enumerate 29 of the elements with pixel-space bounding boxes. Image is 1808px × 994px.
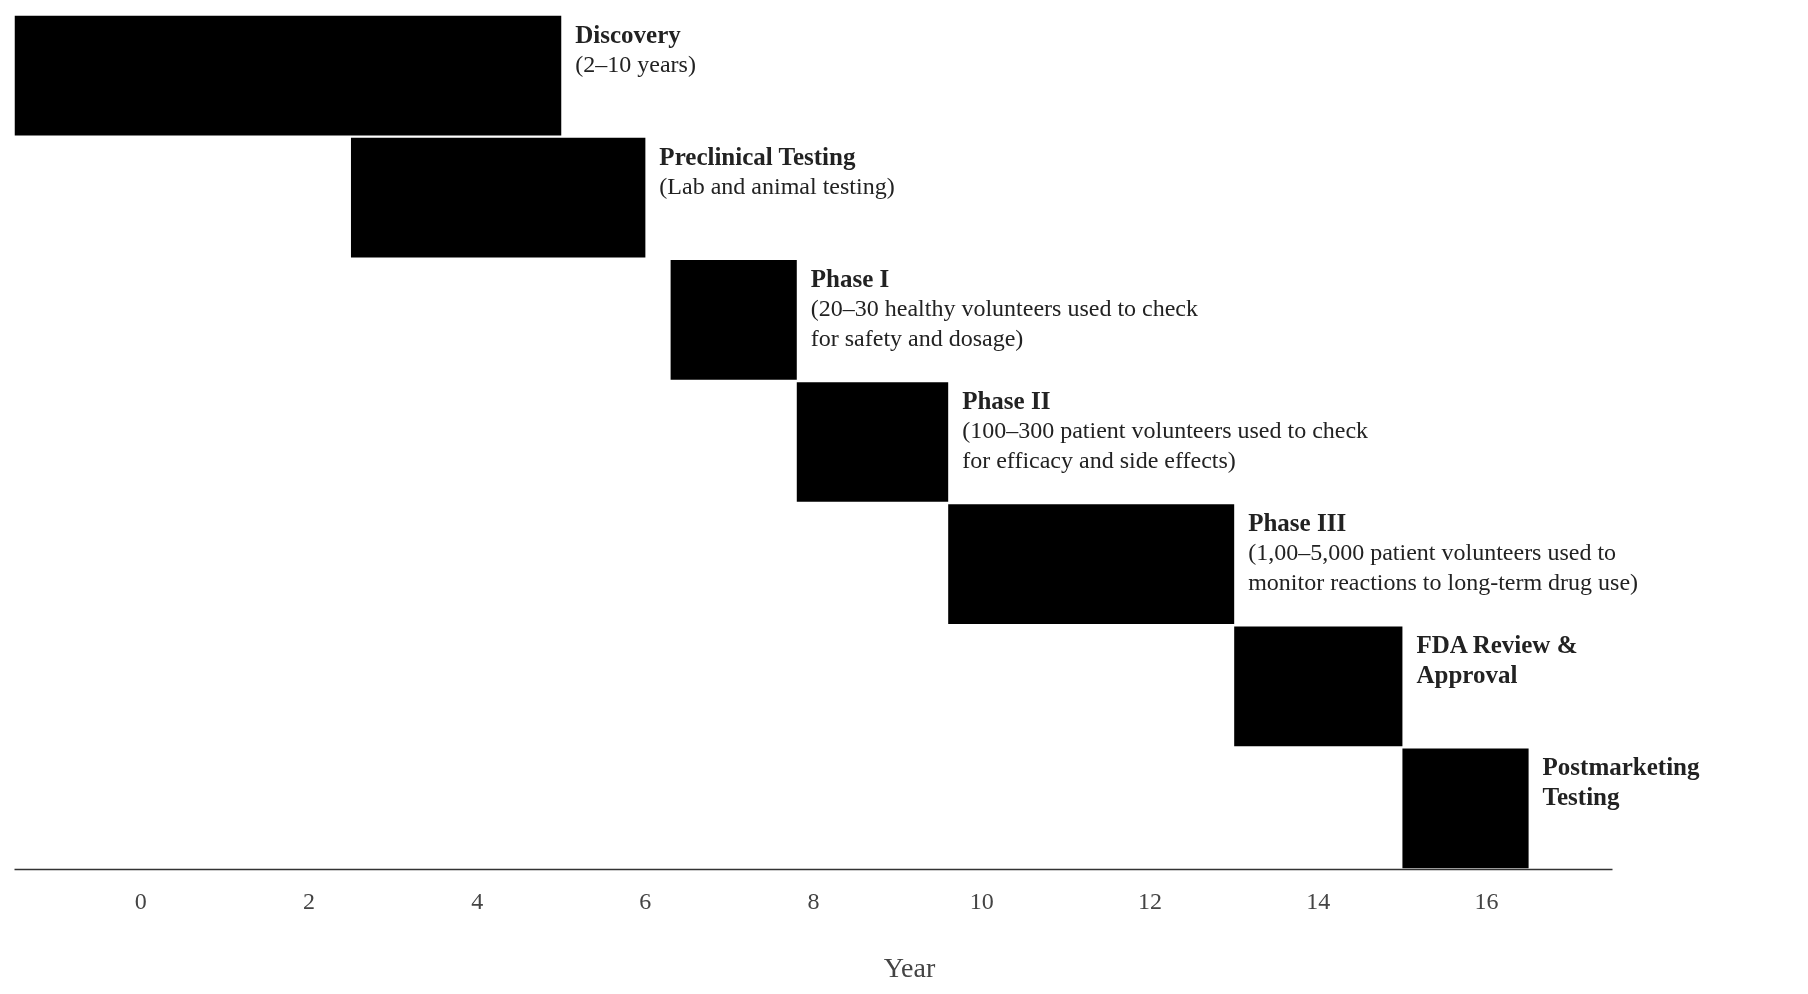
y-tick-label: Phase II (962, 387, 1051, 415)
y-tick-label: Discovery (575, 20, 682, 48)
x-tick-label: 4 (471, 887, 484, 914)
x-tick-label: 16 (1474, 887, 1499, 914)
annotation: (2–10 years) (575, 50, 696, 77)
x-tick-label: 10 (969, 887, 994, 914)
annotation: (Lab and animal testing) (659, 172, 895, 199)
bar (14, 15, 562, 136)
y-tick-label: Postmarketing Testing (1542, 753, 1701, 811)
annotation: (1,00–5,000 patient volunteers used to monitor reactions to long-term drug use) (1248, 539, 1639, 596)
y-tick-label: Phase III (1248, 509, 1347, 537)
bar (1234, 626, 1403, 747)
bar (948, 504, 1235, 624)
x-tick-label: 2 (302, 887, 315, 914)
y-tick-label: Preclinical Testing (659, 142, 856, 170)
bar (670, 260, 797, 380)
x-tick-label: 6 (639, 887, 652, 914)
x-axis-title: Year (883, 951, 936, 983)
x-tick-label: 0 (134, 887, 147, 914)
bar (1402, 748, 1529, 869)
x-tick-label: 8 (807, 887, 820, 914)
y-tick-label: Phase I (810, 264, 890, 292)
annotation: (20–30 healthy volunteers used to check for safety and dosage) (810, 294, 1199, 351)
x-tick-label: 12 (1138, 887, 1163, 914)
annotation: (100–300 patient volunteers used to check for efficacy and side effects) (962, 417, 1369, 474)
x-tick-label: 14 (1306, 887, 1331, 914)
bar (796, 382, 949, 502)
y-tick-label: FDA Review & Approval (1416, 631, 1578, 689)
bar (350, 137, 646, 258)
